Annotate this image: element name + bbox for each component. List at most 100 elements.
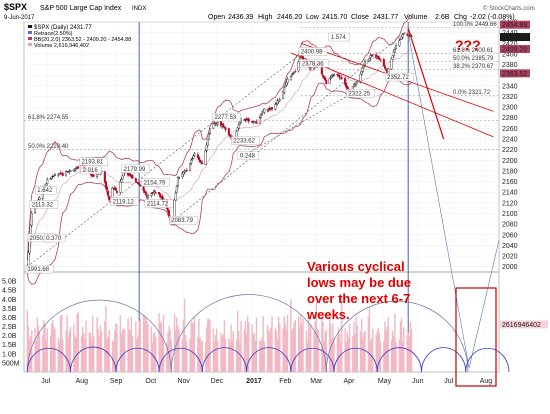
candle-body [38,197,41,201]
cycle-arc-small [376,347,422,373]
candle-body [104,181,107,188]
volume-bar [74,334,76,372]
candle-body [255,121,258,124]
volume-bar [111,340,114,372]
candle-body [345,83,348,88]
price-label-box [25,264,54,274]
candle-body [297,61,300,72]
volume-tick-label: 3.5B [2,306,17,313]
candle-body [131,175,134,179]
candle-body [27,251,30,267]
volume-bar [378,333,381,372]
volume-bar [345,341,347,372]
volume-bar [377,328,380,372]
price-tick-label: 2080 [502,222,518,229]
volume-bar [385,329,387,372]
volume-bar [282,328,284,372]
volume-bar [300,314,302,372]
volume-bar [245,333,248,372]
cycle-ascent-line [468,240,500,369]
candle-body [375,54,378,58]
candle-body [324,77,327,81]
volume-bar [197,336,199,372]
volume-bar [293,322,295,372]
candle-body [236,127,239,132]
price-label-box [212,112,241,122]
volume-bar [121,330,124,372]
candle-body [238,121,241,126]
cycle-arc-small [465,347,510,373]
candle-body [103,171,106,183]
price-tick-label: 2380 [502,62,518,69]
volume-bar [151,342,154,372]
price-tick-label: 2220 [502,147,518,154]
last-value-tag [500,33,530,42]
volume-bar [383,341,385,372]
candle-body [228,135,231,137]
candle-body [30,212,33,226]
candle-body [159,193,162,198]
volume-bar [294,320,296,372]
fib-level-label: 0.0% 2321.72 [453,90,491,96]
volume-bar [262,315,264,372]
chart-symbol: $SPX [4,2,27,12]
volume-bar [127,318,129,372]
volume-bar [330,323,332,372]
annotation-line-1: Various cyclical [307,259,405,274]
price-label-box [141,178,170,187]
last-value-text: 2409.20 [502,47,527,54]
candle-body [199,159,202,163]
candle-body [292,73,295,75]
price-label: 2277.53 [214,115,236,121]
candle-body [114,188,117,191]
candle-body [181,173,184,178]
volume-bar [266,325,269,372]
volume-bar [98,336,100,372]
candle-body [209,128,212,134]
trend-channel-line [27,53,301,267]
volume-bar [91,315,94,372]
candle-body [190,159,193,164]
volume-bar [386,326,388,372]
price-label: 2352.72 [387,75,409,81]
volume-bar [152,333,155,372]
price-tick-label: 2260 [502,126,518,133]
volume-bar [353,321,355,372]
volume-bar [97,329,99,372]
price-label-box [169,215,198,225]
volume-bar [279,323,281,372]
candle-body [92,175,95,177]
candle-body [205,144,208,151]
price-label-box [144,199,174,208]
price-label-box [79,157,108,166]
chart-legend: $SPX (Daily) 2431.77 Retrace(2.50%) BB(2… [26,23,131,49]
volume-bar [116,324,118,372]
price-label: 2193.81 [82,160,104,166]
candle-body [147,195,150,199]
volume-bar [355,316,357,372]
bollinger-upper [26,13,412,261]
trend-channel-line [239,95,349,158]
volume-bar [323,341,325,372]
candle-body [176,177,179,187]
price-label: 2179.99 [124,167,146,173]
price-tick-label: 2040 [502,243,518,250]
candle-body [352,84,355,88]
candle-body [259,114,262,118]
time-tick-label: Feb [279,378,291,385]
volume-bar [177,325,179,372]
legend-retrace: Retrace(2.50%) [34,31,73,37]
price-panel-frame [23,21,500,273]
volume-bar [240,320,242,372]
candle-body [107,190,110,196]
price-label: 2050.37 [30,236,52,242]
candle-body [359,73,362,83]
volume-bar [36,317,38,372]
candle-body [46,179,49,185]
price-label-box [231,136,260,145]
candle-body [224,127,227,130]
price-tick-label: 2140 [502,190,518,197]
axes-layer: 2460244024202400238023602340232023002280… [2,20,548,385]
volume-bar [399,321,402,372]
volume-bar [375,335,377,372]
